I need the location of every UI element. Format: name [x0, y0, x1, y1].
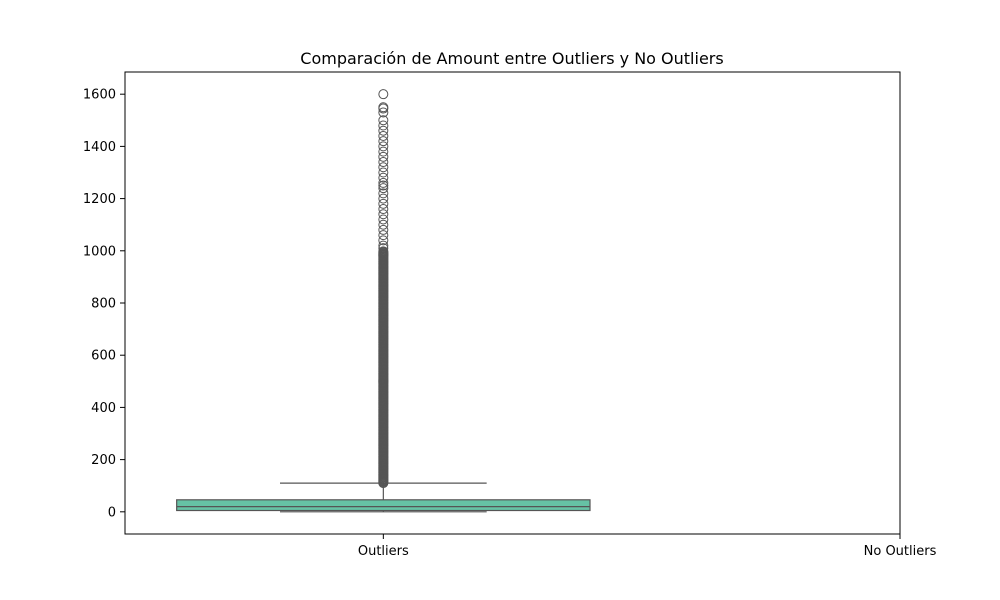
outlier-point [378, 115, 389, 126]
outlier-point [378, 130, 389, 141]
outlier-point [378, 198, 389, 209]
y-tick-label: 0 [108, 505, 116, 520]
box-group-outliers [176, 89, 591, 513]
outlier-point [378, 214, 389, 225]
outlier-point [378, 141, 389, 152]
outlier-point [378, 136, 389, 147]
y-tick-label: 200 [91, 453, 116, 468]
y-tick-label: 1000 [83, 244, 116, 259]
outlier-point [378, 188, 389, 199]
outlier-point [378, 120, 389, 131]
outlier-point [378, 193, 389, 204]
x-tick-label: Outliers [358, 544, 409, 559]
y-tick-label: 1200 [83, 192, 116, 207]
outlier-point [378, 209, 389, 220]
x-tick-label: No Outliers [864, 544, 937, 559]
outlier-point [378, 125, 389, 136]
outlier-point [378, 235, 389, 246]
outlier-point [378, 177, 389, 188]
outlier-point [378, 180, 389, 191]
outlier-point [378, 89, 389, 100]
outlier-point [378, 107, 389, 118]
outlier-point [378, 146, 389, 157]
y-tick-label: 1600 [83, 88, 116, 103]
outlier-point [378, 102, 389, 113]
outlier-point [378, 151, 389, 162]
outlier-point [378, 157, 389, 168]
y-tick-label: 1400 [83, 140, 116, 155]
outlier-point [378, 240, 389, 251]
outlier-point [378, 224, 389, 235]
outlier-point [378, 243, 389, 254]
y-tick-label: 600 [91, 349, 116, 364]
outlier-point [378, 219, 389, 230]
outlier-point [378, 230, 389, 241]
y-tick-label: 400 [91, 401, 116, 416]
outlier-point [378, 172, 389, 183]
y-tick-label: 800 [91, 297, 116, 312]
outlier-point [378, 183, 389, 194]
outlier-point [378, 204, 389, 215]
chart-title: Comparación de Amount entre Outliers y N… [300, 49, 723, 68]
plot-area [176, 89, 591, 513]
outlier-point [378, 167, 389, 178]
outlier-point [378, 246, 389, 257]
outlier-point [378, 162, 389, 173]
box-iqr [176, 499, 591, 512]
